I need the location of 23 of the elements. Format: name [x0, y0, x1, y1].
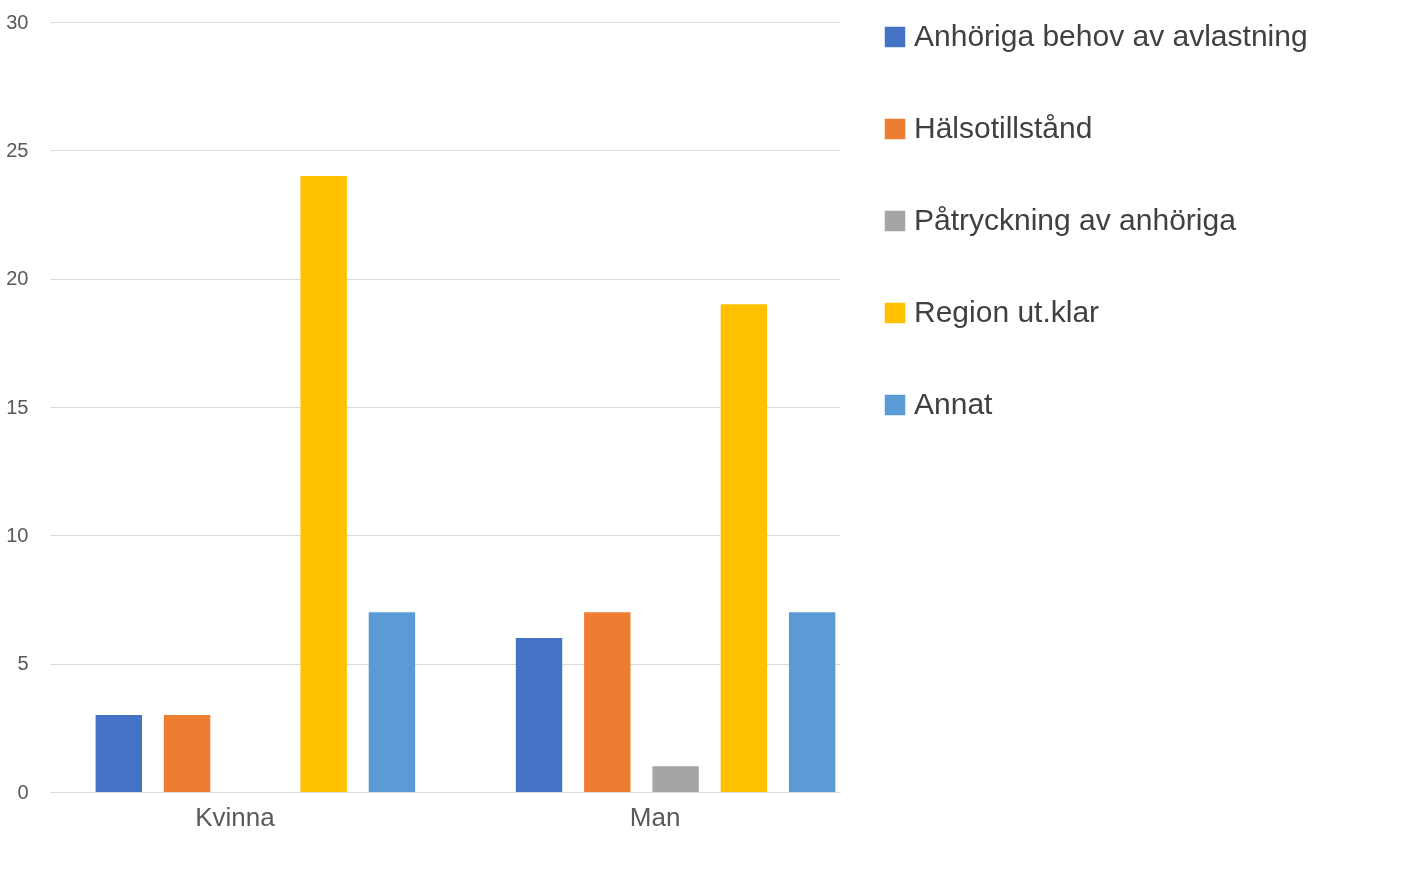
- legend-label: Region ut.klar: [914, 295, 1100, 328]
- legend-label: Annat: [914, 387, 994, 420]
- bar: [720, 304, 768, 792]
- y-tick-label: 15: [6, 395, 29, 418]
- legend-label: Påtryckning av anhöriga: [914, 203, 1237, 236]
- legend-label: Anhöriga behov av avlastning: [914, 19, 1308, 52]
- y-tick-label: 20: [6, 267, 29, 290]
- bar: [368, 612, 416, 792]
- bar: [788, 612, 836, 792]
- bar: [95, 715, 143, 792]
- y-tick-label: 5: [17, 652, 29, 675]
- bar: [163, 715, 211, 792]
- y-tick-label: 0: [17, 780, 29, 803]
- y-tick-label: 10: [6, 523, 29, 546]
- y-tick-label: 25: [6, 138, 29, 161]
- x-tick-label: Man: [629, 801, 681, 832]
- y-tick-label: 30: [6, 10, 29, 33]
- legend-label: Hälsotillstånd: [914, 111, 1093, 144]
- bar: [515, 638, 563, 792]
- bar: [652, 766, 699, 792]
- bar: [300, 176, 347, 792]
- x-tick-label: Kvinna: [195, 801, 276, 832]
- bar: [584, 612, 631, 792]
